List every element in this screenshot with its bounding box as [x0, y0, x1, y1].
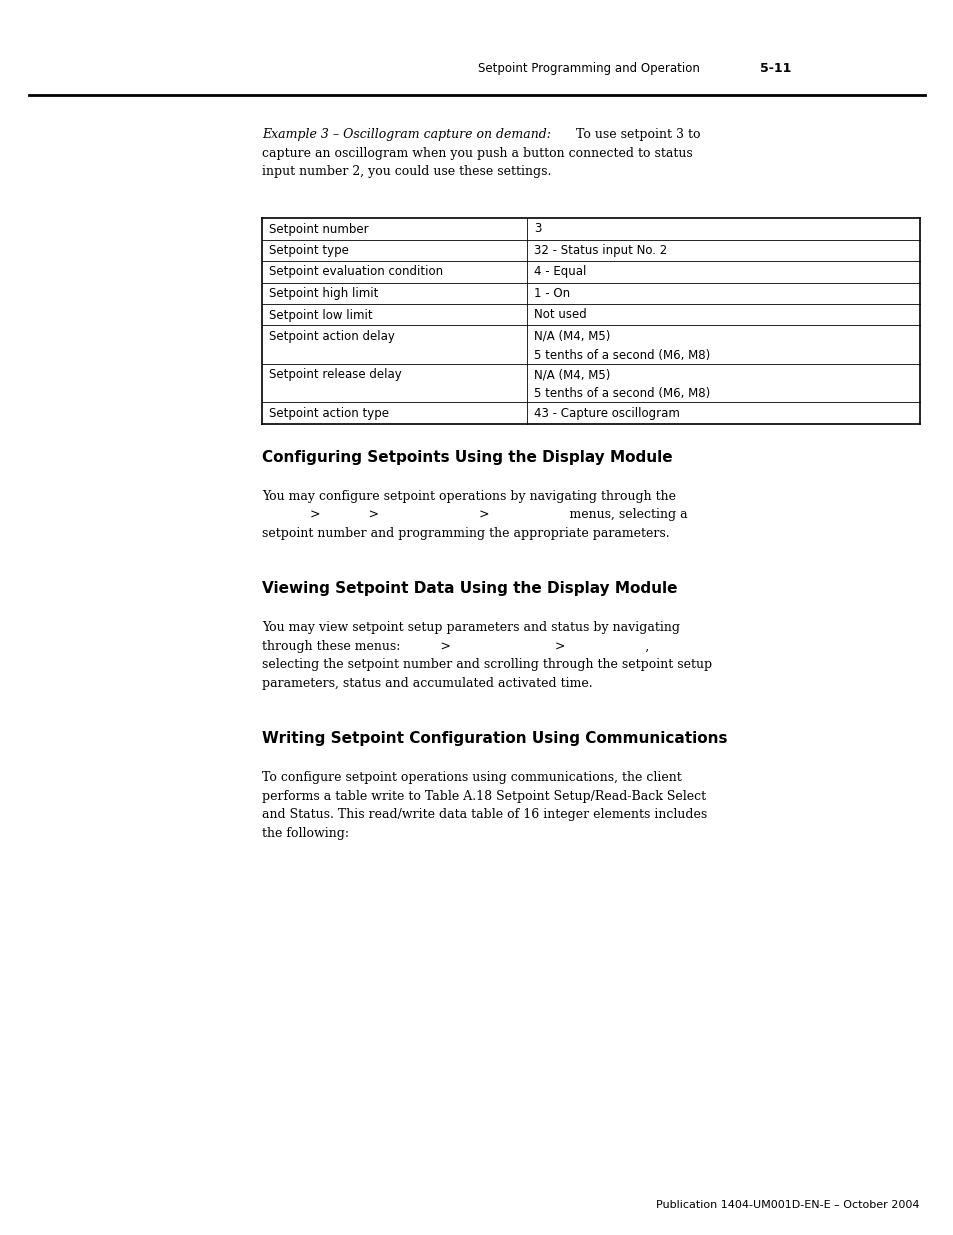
Text: Example 3 – Oscillogram capture on demand:: Example 3 – Oscillogram capture on deman…: [262, 128, 551, 141]
Text: Setpoint release delay: Setpoint release delay: [269, 368, 401, 382]
Text: To configure setpoint operations using communications, the client: To configure setpoint operations using c…: [262, 772, 681, 784]
Text: and Status. This read/write data table of 16 integer elements includes: and Status. This read/write data table o…: [262, 809, 706, 821]
Text: Setpoint type: Setpoint type: [269, 245, 349, 257]
Text: >            >                         >                    menus, selecting a: > > > menus, selecting a: [262, 509, 687, 521]
Text: 1 - On: 1 - On: [534, 287, 570, 300]
Text: 4 - Equal: 4 - Equal: [534, 266, 586, 279]
Text: through these menus:          >                          >                    ,: through these menus: > > ,: [262, 640, 649, 653]
Text: Setpoint number: Setpoint number: [269, 222, 368, 236]
Text: Not used: Not used: [534, 309, 586, 321]
Text: parameters, status and accumulated activated time.: parameters, status and accumulated activ…: [262, 677, 592, 690]
Text: N/A (M4, M5): N/A (M4, M5): [534, 368, 610, 382]
Text: Setpoint evaluation condition: Setpoint evaluation condition: [269, 266, 442, 279]
Text: 32 - Status input No. 2: 32 - Status input No. 2: [534, 245, 666, 257]
Text: N/A (M4, M5): N/A (M4, M5): [534, 330, 610, 343]
Text: Setpoint action delay: Setpoint action delay: [269, 330, 395, 343]
Text: Setpoint low limit: Setpoint low limit: [269, 309, 373, 321]
Text: the following:: the following:: [262, 827, 349, 840]
Text: You may configure setpoint operations by navigating through the: You may configure setpoint operations by…: [262, 490, 676, 503]
Text: 3: 3: [534, 222, 540, 236]
Text: Viewing Setpoint Data Using the Display Module: Viewing Setpoint Data Using the Display …: [262, 582, 677, 597]
Text: Publication 1404-UM001D-EN-E – October 2004: Publication 1404-UM001D-EN-E – October 2…: [656, 1200, 919, 1210]
Text: setpoint number and programming the appropriate parameters.: setpoint number and programming the appr…: [262, 527, 669, 540]
Text: 5 tenths of a second (M6, M8): 5 tenths of a second (M6, M8): [534, 348, 709, 362]
Text: input number 2, you could use these settings.: input number 2, you could use these sett…: [262, 165, 551, 178]
Text: To use setpoint 3 to: To use setpoint 3 to: [572, 128, 700, 141]
Text: performs a table write to Table A.18 Setpoint Setup/Read-Back Select: performs a table write to Table A.18 Set…: [262, 790, 705, 803]
Text: Setpoint high limit: Setpoint high limit: [269, 287, 378, 300]
Text: Writing Setpoint Configuration Using Communications: Writing Setpoint Configuration Using Com…: [262, 731, 727, 746]
Text: You may view setpoint setup parameters and status by navigating: You may view setpoint setup parameters a…: [262, 621, 679, 635]
Text: Setpoint action type: Setpoint action type: [269, 408, 389, 420]
Text: 5-11: 5-11: [760, 62, 791, 75]
Text: 5 tenths of a second (M6, M8): 5 tenths of a second (M6, M8): [534, 387, 709, 400]
Text: Setpoint Programming and Operation: Setpoint Programming and Operation: [477, 62, 700, 75]
Text: capture an oscillogram when you push a button connected to status: capture an oscillogram when you push a b…: [262, 147, 692, 159]
Text: Configuring Setpoints Using the Display Module: Configuring Setpoints Using the Display …: [262, 450, 672, 466]
Text: 43 - Capture oscillogram: 43 - Capture oscillogram: [534, 408, 679, 420]
Text: selecting the setpoint number and scrolling through the setpoint setup: selecting the setpoint number and scroll…: [262, 658, 711, 672]
